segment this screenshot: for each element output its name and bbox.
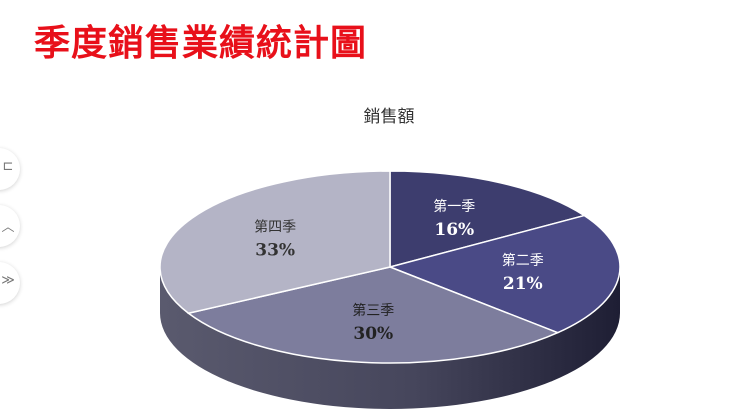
bracket-icon: ⊏ bbox=[2, 159, 14, 174]
chevron-up-icon: ︿ bbox=[1, 220, 15, 235]
chart-title: 銷售額 bbox=[364, 107, 415, 127]
pie-slice-1 bbox=[389, 170, 587, 268]
slice-value-label-4: 33% bbox=[255, 241, 295, 261]
pie-side-depth bbox=[160, 267, 620, 409]
pie-slice-4 bbox=[159, 170, 391, 315]
side-tool-button-3[interactable]: ≫ bbox=[0, 262, 20, 304]
slice-category-label-3: 第三季 bbox=[352, 302, 394, 319]
slice-value-label-2: 21% bbox=[503, 274, 543, 294]
slice-value-label-3: 30% bbox=[353, 324, 393, 344]
slice-category-label-4: 第四季 bbox=[254, 219, 296, 236]
slice-category-label-1: 第一季 bbox=[433, 198, 475, 215]
page-title: 季度銷售業績統計圖 bbox=[34, 23, 368, 64]
double-chevron-icon: ≫ bbox=[1, 273, 15, 288]
side-toolbar: ⊏ ︿ ≫ bbox=[0, 148, 22, 319]
slice-value-label-1: 16% bbox=[434, 220, 474, 240]
pie-slice-3 bbox=[186, 266, 560, 364]
side-tool-button-2[interactable]: ︿ bbox=[0, 205, 20, 247]
pie-slice-2 bbox=[387, 214, 621, 334]
side-tool-button-1[interactable]: ⊏ bbox=[0, 148, 20, 190]
slice-category-label-2: 第二季 bbox=[502, 252, 544, 269]
